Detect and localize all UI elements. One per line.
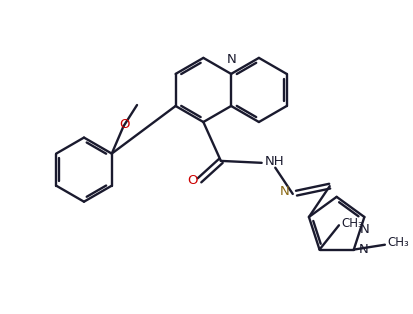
Text: N: N — [359, 223, 369, 236]
Text: O: O — [119, 118, 130, 131]
Text: N: N — [280, 186, 290, 198]
Text: CH₃: CH₃ — [342, 217, 363, 230]
Text: O: O — [188, 174, 198, 187]
Text: CH₃: CH₃ — [388, 236, 410, 249]
Text: N: N — [358, 243, 368, 256]
Text: N: N — [226, 53, 236, 66]
Text: NH: NH — [265, 155, 284, 168]
